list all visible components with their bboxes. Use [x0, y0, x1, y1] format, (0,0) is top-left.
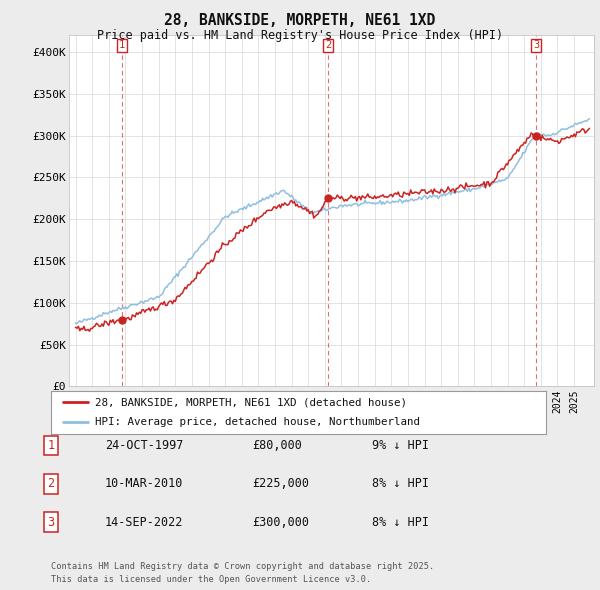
Text: 9% ↓ HPI: 9% ↓ HPI — [372, 439, 429, 452]
Text: £80,000: £80,000 — [252, 439, 302, 452]
Text: This data is licensed under the Open Government Licence v3.0.: This data is licensed under the Open Gov… — [51, 575, 371, 584]
Text: £300,000: £300,000 — [252, 516, 309, 529]
Text: 24-OCT-1997: 24-OCT-1997 — [105, 439, 184, 452]
Text: 2: 2 — [325, 41, 331, 50]
Text: Price paid vs. HM Land Registry's House Price Index (HPI): Price paid vs. HM Land Registry's House … — [97, 30, 503, 42]
Text: 2: 2 — [47, 477, 55, 490]
Text: 28, BANKSIDE, MORPETH, NE61 1XD: 28, BANKSIDE, MORPETH, NE61 1XD — [164, 13, 436, 28]
Text: 1: 1 — [47, 439, 55, 452]
Text: 28, BANKSIDE, MORPETH, NE61 1XD (detached house): 28, BANKSIDE, MORPETH, NE61 1XD (detache… — [95, 397, 407, 407]
Text: Contains HM Land Registry data © Crown copyright and database right 2025.: Contains HM Land Registry data © Crown c… — [51, 562, 434, 571]
Text: 8% ↓ HPI: 8% ↓ HPI — [372, 516, 429, 529]
Text: £225,000: £225,000 — [252, 477, 309, 490]
Text: 14-SEP-2022: 14-SEP-2022 — [105, 516, 184, 529]
Text: 3: 3 — [533, 41, 539, 50]
Text: HPI: Average price, detached house, Northumberland: HPI: Average price, detached house, Nort… — [95, 417, 419, 427]
Text: 10-MAR-2010: 10-MAR-2010 — [105, 477, 184, 490]
Text: 8% ↓ HPI: 8% ↓ HPI — [372, 477, 429, 490]
Text: 1: 1 — [119, 41, 125, 50]
Text: 3: 3 — [47, 516, 55, 529]
